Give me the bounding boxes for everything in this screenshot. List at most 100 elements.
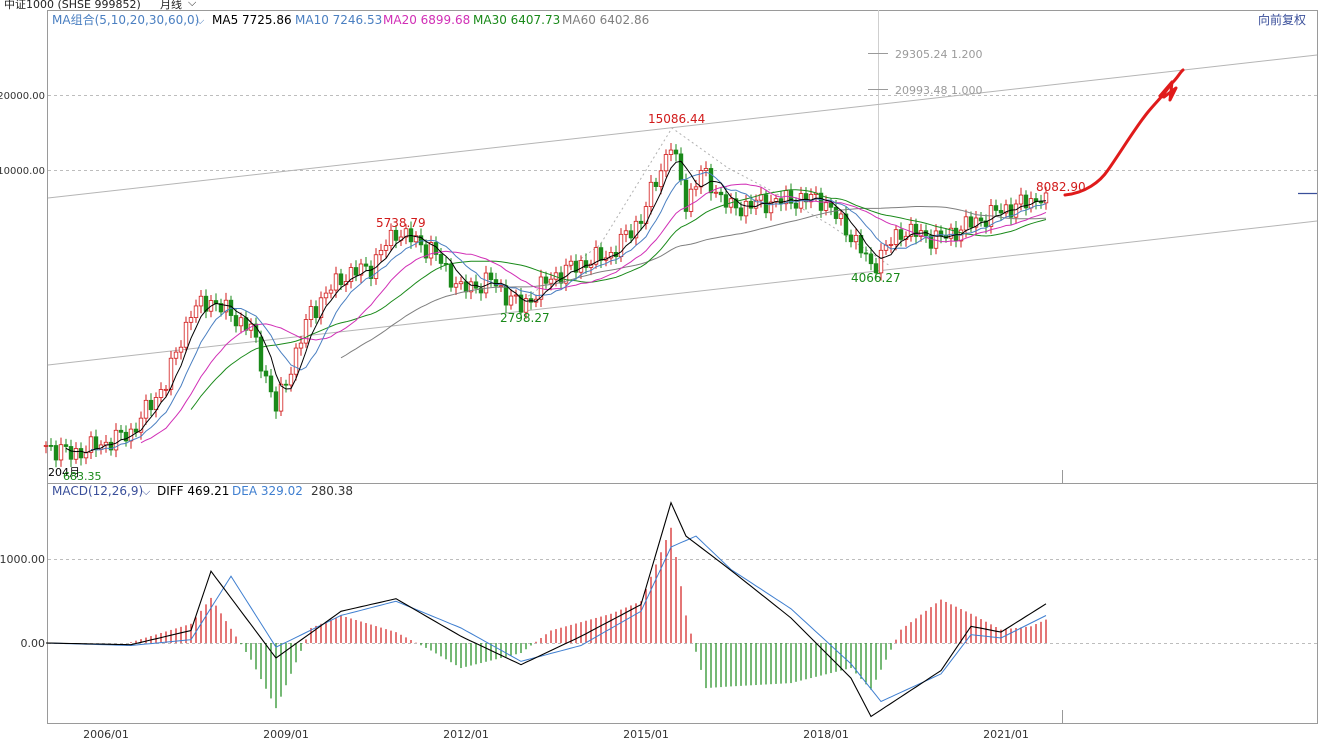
candle-body <box>493 279 499 287</box>
candle-body <box>313 306 319 319</box>
dea-value: DEA 329.02 <box>232 484 303 498</box>
candle-body <box>238 317 244 327</box>
candle-body <box>318 297 324 319</box>
macd-indicator-name[interactable]: MACD(12,26,9) <box>52 484 143 498</box>
candle-body <box>388 229 394 247</box>
candle-body <box>658 170 664 187</box>
candle-body <box>948 227 954 239</box>
ma60-value: MA60 6402.86 <box>562 13 649 27</box>
candle-body <box>778 198 784 205</box>
candle-body <box>983 220 989 227</box>
ma5-value: MA5 7725.86 <box>212 13 292 27</box>
candle-body <box>743 200 749 217</box>
candle-body <box>893 229 899 245</box>
candle-body <box>1003 204 1009 214</box>
window-title-bar: 中证1000 (SHSE 999852) 月线 ⌵ <box>0 0 1321 10</box>
candle-body <box>508 295 514 306</box>
candle-body <box>58 444 64 461</box>
candle-body <box>588 263 594 268</box>
adjust-mode-button[interactable]: 向前复权 <box>1258 12 1306 27</box>
candle-body <box>713 191 719 194</box>
candle-body <box>463 281 469 293</box>
candle-body <box>913 223 919 237</box>
fib-label-1000: 20993.48 1.000 <box>895 84 982 97</box>
candle-body <box>333 273 339 291</box>
candle-body <box>693 186 699 190</box>
candle-body <box>488 272 494 280</box>
candle-body <box>363 263 369 267</box>
candle-body <box>703 168 709 172</box>
candle-body <box>183 321 189 348</box>
candle-body <box>53 445 59 461</box>
period-selector[interactable]: 月线 <box>160 0 182 10</box>
candle-body <box>973 217 979 228</box>
candle-body <box>608 252 614 259</box>
candle-body <box>403 228 409 238</box>
annotation-high-5738: 5738.79 <box>376 216 426 230</box>
security-title: 中证1000 (SHSE 999852) <box>4 0 141 10</box>
candle-body <box>848 234 854 243</box>
macd-ytick-1000: 1000.00 <box>0 553 45 566</box>
xtick-2018: 2018/01 <box>803 728 849 741</box>
candle-body <box>413 235 419 243</box>
candle-body <box>178 346 184 353</box>
candle-body <box>503 285 509 306</box>
candle-body <box>143 399 149 419</box>
candle-body <box>453 283 459 288</box>
chevron-down-icon[interactable]: ⌵ <box>188 0 197 9</box>
candle-body <box>113 429 119 451</box>
candle-body <box>163 388 169 391</box>
candle-body <box>998 210 1004 214</box>
candle-body <box>323 292 329 299</box>
candle-body <box>868 253 874 265</box>
candle-body <box>878 249 884 274</box>
macd-histogram <box>130 527 1047 709</box>
chevron-down-icon[interactable]: ⌵ <box>142 485 151 498</box>
candle-body <box>268 375 274 393</box>
candle-body <box>68 446 74 460</box>
ytick-10000: 10000.00 <box>0 166 45 177</box>
candle-body <box>663 154 669 172</box>
candle-body <box>1023 194 1029 209</box>
candle-body <box>243 317 249 331</box>
candle-body <box>1013 203 1019 218</box>
candle-body <box>368 265 374 279</box>
start-period-label: 204月 <box>48 466 80 479</box>
dea-line <box>45 535 1047 703</box>
ma-indicator-name[interactable]: MA组合(5,10,20,30,60,0) <box>52 12 199 27</box>
candle-body <box>568 260 574 266</box>
ytick-20000: 20000.00 <box>0 91 45 102</box>
candle-body <box>263 370 269 377</box>
candle-body <box>373 254 379 279</box>
candle-body <box>618 233 624 258</box>
candle-body <box>823 202 829 211</box>
candle-body <box>683 179 689 212</box>
candle-body <box>573 260 579 273</box>
xtick-2006: 2006/01 <box>83 728 129 741</box>
candle-body <box>993 205 999 211</box>
candle-body <box>393 229 399 241</box>
candle-body <box>623 230 629 235</box>
candle-body <box>133 428 139 433</box>
candle-body <box>888 244 894 246</box>
candle-body <box>748 200 754 209</box>
candle-body <box>358 263 364 276</box>
candle-body <box>963 216 969 231</box>
candle-body <box>768 201 774 214</box>
candle-body <box>283 383 289 386</box>
candle-body <box>108 441 114 451</box>
main-panel-frame <box>47 10 1318 484</box>
x-axis: 2006/01 2009/01 2012/01 2015/01 2018/01 … <box>83 728 1029 741</box>
candle-body <box>198 295 204 307</box>
candle-body <box>648 181 654 207</box>
candle-body <box>258 336 264 372</box>
candlesticks <box>43 143 1049 468</box>
candle-body <box>188 317 194 323</box>
annotation-high-15086: 15086.44 <box>648 112 705 126</box>
candle-body <box>563 264 569 284</box>
candle-body <box>303 319 309 344</box>
chevron-down-icon[interactable]: ⌵ <box>196 14 205 27</box>
candle-body <box>843 213 849 236</box>
candle-body <box>593 247 599 265</box>
